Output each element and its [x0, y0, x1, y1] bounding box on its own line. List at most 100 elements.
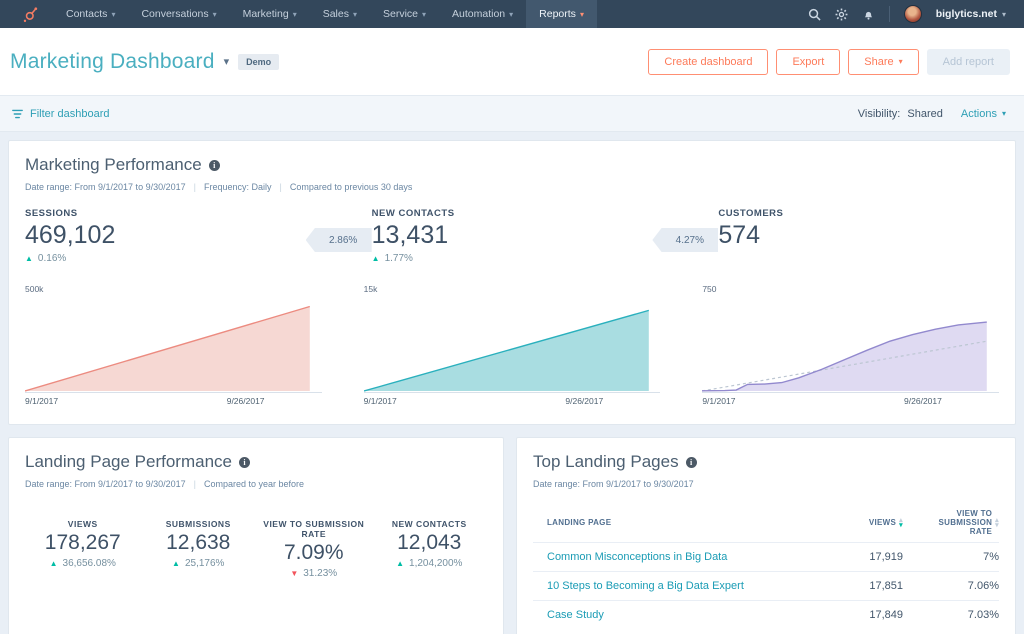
export-button[interactable]: Export — [776, 48, 841, 75]
y-axis-max-label: 15k — [363, 284, 378, 294]
separator: | — [193, 182, 196, 192]
filter-dashboard-button[interactable]: Filter dashboard — [12, 108, 110, 120]
metric-delta: 31.23% — [303, 568, 338, 579]
metric-label: NEW CONTACTS — [391, 519, 467, 529]
landing-page-link[interactable]: Case Study — [547, 609, 604, 621]
add-report-button[interactable]: Add report — [926, 48, 1010, 75]
nav-item-marketing[interactable]: Marketing ▾ — [230, 0, 310, 28]
metric-delta: 0.16% — [37, 253, 67, 264]
account-menu[interactable]: biglytics.net ▾ — [936, 8, 1006, 20]
x-tick-start: 9/1/2017 — [25, 396, 59, 406]
hubspot-logo-icon[interactable] — [0, 0, 53, 28]
metric-value: 12,043 — [397, 531, 462, 554]
conversion-rate-badge: 2.86% — [305, 228, 372, 252]
metric-label: SUBMISSIONS — [165, 519, 231, 529]
info-icon[interactable]: i — [685, 456, 697, 468]
nav-item-sales[interactable]: Sales ▾ — [310, 0, 370, 28]
nav-label: Automation — [452, 8, 506, 20]
dashboard-content: Marketing Performance i Date range: From… — [0, 132, 1024, 634]
new-contacts-area-chart: 15k 9/1/2017 9/26/2017 — [363, 284, 661, 410]
sort-icon[interactable]: ▴ ▾ — [995, 516, 999, 529]
filter-bar: Filter dashboard Visibility: Shared Acti… — [0, 96, 1024, 132]
metric-submissions: SUBMISSIONS 12,638 ▲ 25,176% — [141, 519, 257, 579]
views-cell: 17,849 — [869, 609, 903, 621]
nav-item-service[interactable]: Service ▾ — [370, 0, 439, 28]
column-header-view-to-submission-rate[interactable]: VIEW TO SUBMISSION RATE ▴ ▾ — [903, 509, 999, 536]
visibility-status: Visibility: Shared — [858, 108, 943, 120]
dashboard-switcher-caret-icon[interactable]: ▾ — [223, 56, 230, 68]
divider — [888, 6, 890, 22]
chevron-down-icon: ▾ — [111, 9, 116, 19]
metrics-row: SESSIONS 469,102 ▲ 0.16% 2.86% NEW CONTA… — [25, 208, 999, 264]
metric-delta: 25,176% — [184, 558, 225, 569]
nav-label: Contacts — [66, 8, 108, 20]
top-nav: Contacts ▾ Conversations ▾ Marketing ▾ S… — [0, 0, 1024, 28]
column-header-label: VIEW TO SUBMISSION RATE — [938, 509, 993, 536]
avatar[interactable] — [903, 5, 922, 23]
chevron-down-icon: ▾ — [1001, 9, 1006, 19]
metric-value: 469,102 — [25, 221, 116, 249]
sort-up-icon: ▴ — [995, 516, 999, 524]
metric-delta: 1,204,200% — [409, 558, 463, 569]
info-icon[interactable]: i — [208, 159, 220, 171]
views-cell: 17,851 — [869, 580, 903, 592]
marketing-performance-card: Marketing Performance i Date range: From… — [8, 140, 1016, 425]
date-range: Date range: From 9/1/2017 to 9/30/2017 — [25, 182, 186, 192]
actions-menu-button[interactable]: Actions ▾ — [961, 108, 1006, 120]
metric-value: 12,638 — [166, 531, 231, 554]
metric-delta: 36,656.08% — [62, 558, 116, 569]
sessions-area-chart: 500k 9/1/2017 9/26/2017 — [25, 284, 322, 410]
column-header-landing-page[interactable]: LANDING PAGE — [547, 518, 612, 527]
chevron-down-icon: ▾ — [509, 9, 514, 19]
search-icon[interactable] — [808, 8, 821, 21]
gear-icon[interactable] — [835, 8, 848, 21]
frequency: Frequency: Daily — [203, 182, 272, 192]
triangle-down-icon: ▼ — [290, 569, 299, 578]
card-title: Marketing Performance — [25, 155, 202, 174]
demo-badge: Demo — [238, 53, 280, 70]
separator: | — [279, 182, 282, 192]
triangle-up-icon: ▲ — [396, 559, 405, 568]
metrics-row: VIEWS 178,267 ▲ 36,656.08% SUBMISSIONS 1… — [25, 519, 487, 579]
charts-row: 500k 9/1/2017 9/26/2017 15k 9/1/2017 9/2… — [25, 284, 999, 410]
create-dashboard-button[interactable]: Create dashboard — [648, 48, 769, 75]
nav-item-conversations[interactable]: Conversations ▾ — [128, 0, 229, 28]
chevron-down-icon: ▾ — [1001, 109, 1006, 118]
table-row: 10 Steps to Becoming a Big Data Expert 1… — [533, 571, 999, 600]
column-header-views[interactable]: VIEWS ▴ ▾ — [793, 517, 903, 529]
x-tick-end: 9/26/2017 — [226, 396, 265, 406]
share-button[interactable]: Share ▾ — [848, 48, 919, 75]
landing-page-link[interactable]: 10 Steps to Becoming a Big Data Expert — [547, 580, 744, 592]
conversion-rate-badge: 4.27% — [652, 228, 719, 252]
table-header-row: LANDING PAGE VIEWS ▴ ▾ VIEW TO SUBMISSIO… — [533, 501, 999, 542]
sessions-chart-canvas — [25, 305, 322, 393]
triangle-up-icon: ▲ — [371, 254, 380, 263]
landing-page-performance-card: Landing Page Performance i Date range: F… — [8, 437, 504, 634]
metric-label: CUSTOMERS — [718, 208, 784, 219]
filter-icon — [12, 109, 23, 118]
card-title: Top Landing Pages — [533, 452, 679, 471]
nav-item-automation[interactable]: Automation ▾ — [439, 0, 526, 28]
metric-label: VIEW TO SUBMISSION RATE — [263, 519, 365, 539]
page-header: Marketing Dashboard ▾ Demo Create dashbo… — [0, 28, 1024, 96]
report-settings-summary: Date range: From 9/1/2017 to 9/30/2017 |… — [25, 182, 999, 192]
nav-label: Sales — [322, 8, 349, 20]
top-landing-pages-table: LANDING PAGE VIEWS ▴ ▾ VIEW TO SUBMISSIO… — [533, 501, 999, 629]
nav-item-contacts[interactable]: Contacts ▾ — [53, 0, 128, 28]
report-settings-summary: Date range: From 9/1/2017 to 9/30/2017 — [533, 479, 999, 489]
metric-new-contacts: NEW CONTACTS 12,043 ▲ 1,204,200% — [372, 519, 488, 579]
landing-page-link[interactable]: Common Misconceptions in Big Data — [547, 551, 728, 563]
separator: | — [193, 479, 196, 489]
triangle-up-icon: ▲ — [172, 559, 180, 568]
sort-down-icon: ▾ — [899, 521, 903, 529]
x-tick-end: 9/26/2017 — [565, 396, 604, 406]
sort-icon[interactable]: ▴ ▾ — [899, 517, 903, 529]
date-range: Date range: From 9/1/2017 to 9/30/2017 — [25, 479, 186, 489]
metric-label: SESSIONS — [25, 208, 78, 219]
rate-cell: 7.03% — [967, 609, 999, 621]
bell-icon[interactable] — [862, 8, 875, 21]
nav-item-reports[interactable]: Reports ▾ — [526, 0, 597, 28]
info-icon[interactable]: i — [238, 456, 250, 468]
metric-views: VIEWS 178,267 ▲ 36,656.08% — [25, 519, 141, 579]
visibility-label: Visibility: — [857, 107, 901, 120]
